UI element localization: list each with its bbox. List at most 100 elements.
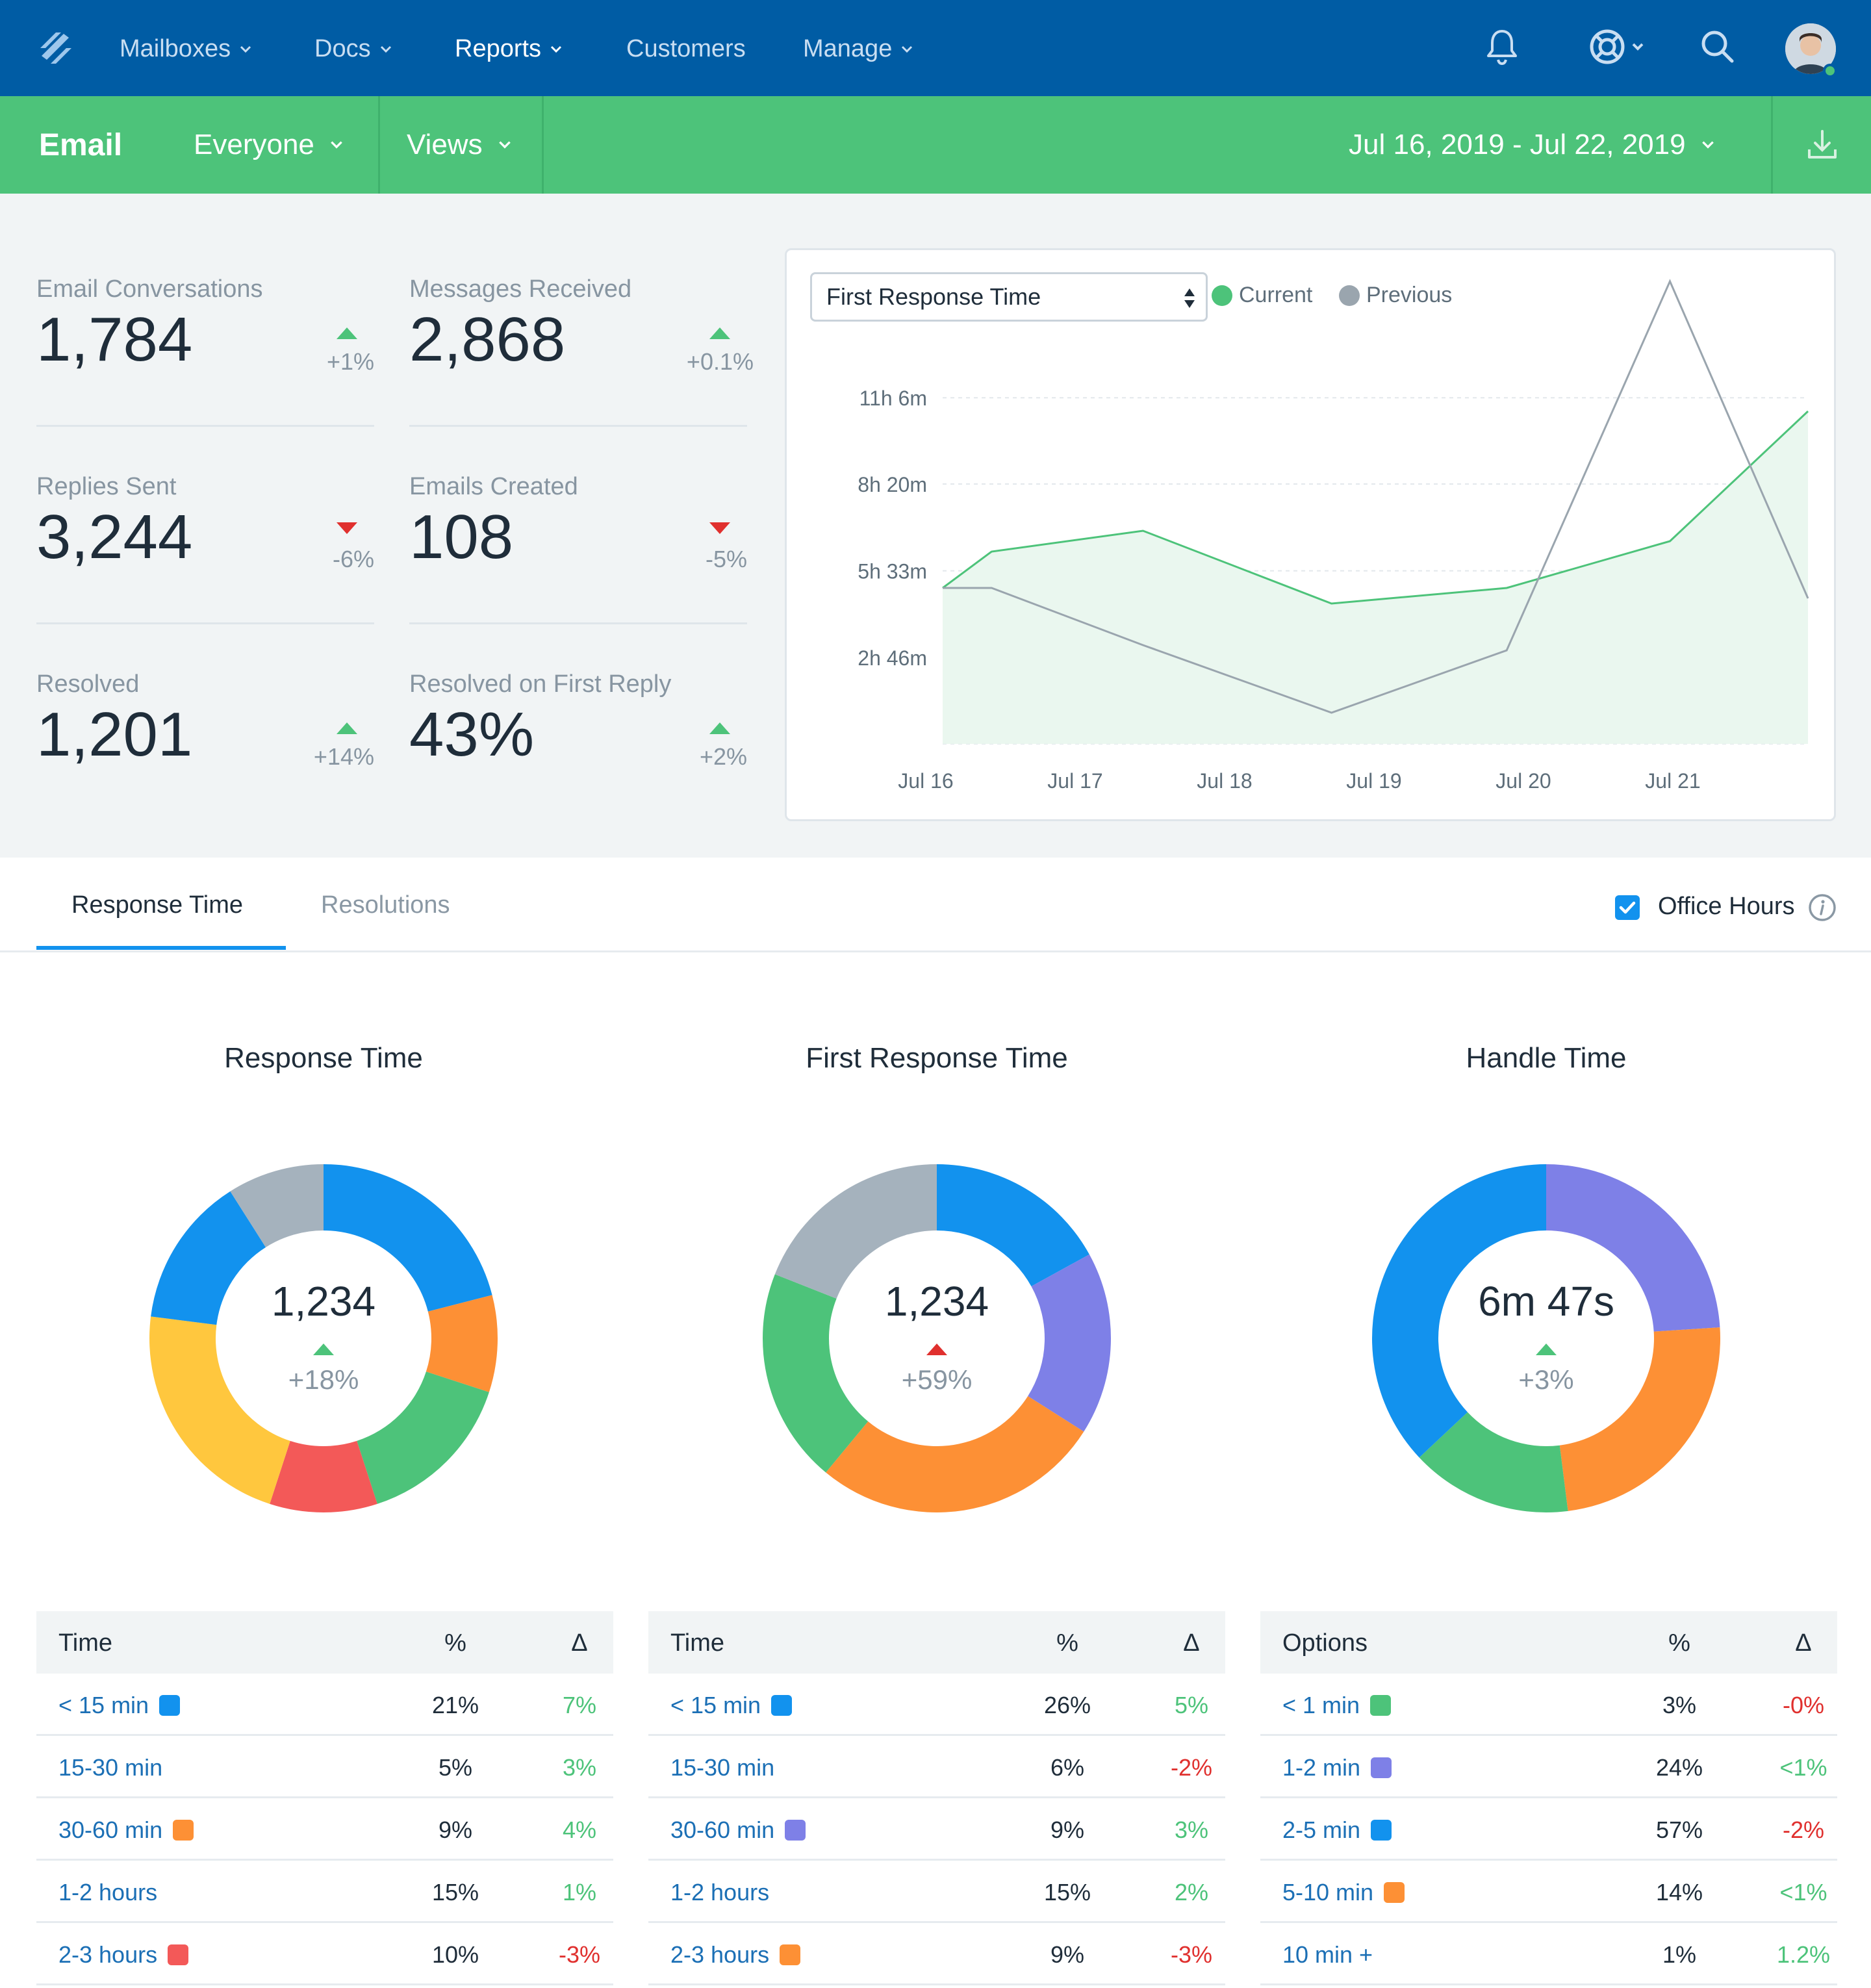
nav-manage[interactable]: Manage: [803, 31, 914, 66]
donut-segment[interactable]: [270, 1440, 377, 1512]
donut-segment[interactable]: [149, 1316, 290, 1504]
row-label-text: < 1 min: [1282, 1692, 1360, 1718]
column-header[interactable]: Time: [58, 1629, 113, 1657]
legend-previous[interactable]: Previous: [1339, 283, 1452, 308]
table-row[interactable]: 2-3 hours 10% -3%: [36, 1923, 613, 1985]
donut-segment[interactable]: [357, 1371, 489, 1504]
column-header[interactable]: Δ: [571, 1629, 588, 1657]
bell-icon[interactable]: [1481, 26, 1523, 68]
column-header[interactable]: %: [1056, 1629, 1078, 1657]
row-delta: -2%: [1782, 1816, 1825, 1843]
column-header[interactable]: Δ: [1795, 1629, 1812, 1657]
row-label-link[interactable]: 1-2 hours: [670, 1879, 769, 1906]
views-dropdown[interactable]: Views: [407, 129, 513, 161]
office-hours-checkbox[interactable]: [1615, 895, 1640, 920]
row-label-link[interactable]: 30-60 min: [670, 1816, 806, 1844]
nav-customers[interactable]: Customers: [626, 31, 746, 66]
row-label-link[interactable]: 15-30 min: [670, 1754, 774, 1781]
row-label-link[interactable]: 1-2 hours: [58, 1879, 157, 1906]
donut-segment[interactable]: [826, 1395, 1084, 1512]
table-row[interactable]: 30-60 min 9% 4%: [36, 1798, 613, 1861]
stat-replies-sent[interactable]: Replies Sent 3,244 -6%: [36, 473, 374, 629]
row-label-link[interactable]: 2-3 hours: [670, 1941, 801, 1969]
row-label-link[interactable]: 5-10 min: [1282, 1879, 1405, 1906]
row-label-link[interactable]: < 15 min: [670, 1692, 793, 1719]
y-tick-label: 5h 33m: [858, 560, 927, 583]
date-range-picker[interactable]: Jul 16, 2019 - Jul 22, 2019: [1349, 129, 1716, 161]
table-row[interactable]: 5-10 min 14% <1%: [1260, 1861, 1837, 1923]
legend-current[interactable]: Current: [1212, 283, 1312, 308]
table-row[interactable]: < 15 min 26% 5%: [648, 1674, 1225, 1736]
table-header: Time% Δ: [648, 1611, 1225, 1674]
metric-select[interactable]: First Response Time: [810, 272, 1208, 322]
office-hours-label[interactable]: Office Hours: [1658, 893, 1795, 920]
table-row[interactable]: 10 min + 1% 1.2%: [1260, 1923, 1837, 1985]
nav-docs[interactable]: Docs: [314, 31, 393, 66]
stat-messages-received[interactable]: Messages Received 2,868 +0.1%: [409, 275, 754, 431]
table-row[interactable]: < 1 min 3% -0%: [1260, 1674, 1837, 1736]
stat-emails-created[interactable]: Emails Created 108 -5%: [409, 473, 747, 629]
table-row[interactable]: 1-2 hours 15% 1%: [36, 1861, 613, 1923]
donut-segment[interactable]: [1372, 1164, 1546, 1458]
legend-swatch: [780, 1944, 801, 1965]
table-row[interactable]: 2-5 min 57% -2%: [1260, 1798, 1837, 1861]
y-tick-label: 2h 46m: [858, 646, 927, 670]
donut-segment[interactable]: [937, 1164, 1089, 1287]
donut-segment[interactable]: [1028, 1254, 1111, 1432]
lifebuoy-icon[interactable]: [1586, 26, 1651, 68]
stat-email-conversations[interactable]: Email Conversations 1,784 +1%: [36, 275, 374, 431]
donut-segment[interactable]: [230, 1164, 324, 1247]
row-label-link[interactable]: 2-5 min: [1282, 1816, 1392, 1844]
table-row[interactable]: < 15 min 21% 7%: [36, 1674, 613, 1736]
table-row[interactable]: 1-2 min 24% <1%: [1260, 1736, 1837, 1798]
row-percent: 9%: [438, 1816, 473, 1843]
donut-chart-handle-time[interactable]: [1371, 1163, 1722, 1514]
table-row[interactable]: 15-30 min 5% 3%: [36, 1736, 613, 1798]
donut-segment[interactable]: [1419, 1412, 1568, 1512]
trend-line-chart[interactable]: 2h 46m 5h 33m 8h 20m 11h 6m Jul 16 Jul 17 Jul …: [787, 250, 1838, 823]
donut-segment[interactable]: [774, 1164, 937, 1299]
donut-segment[interactable]: [763, 1274, 869, 1473]
table-row[interactable]: 2-3 hours 9% -3%: [648, 1923, 1225, 1985]
stat-resolved-first-reply[interactable]: Resolved on First Reply 43% +2%: [409, 670, 747, 826]
row-label-link[interactable]: 15-30 min: [58, 1754, 162, 1781]
donut-segment[interactable]: [151, 1191, 266, 1325]
tab-response-time[interactable]: Response Time: [71, 891, 244, 919]
row-label-link[interactable]: < 15 min: [58, 1692, 181, 1719]
donut-segment[interactable]: [1546, 1164, 1720, 1332]
row-delta: -0%: [1782, 1692, 1825, 1718]
nav-mailboxes-label: Mailboxes: [120, 34, 231, 62]
donut-segment[interactable]: [324, 1164, 492, 1312]
nav-reports[interactable]: Reports: [455, 31, 563, 66]
nav-mailboxes[interactable]: Mailboxes: [120, 31, 253, 66]
helpscout-logo-icon[interactable]: [36, 29, 75, 68]
info-icon[interactable]: [1807, 893, 1837, 923]
series-line-current[interactable]: [942, 410, 1809, 605]
search-icon[interactable]: [1697, 26, 1738, 68]
row-label-link[interactable]: 10 min +: [1282, 1941, 1373, 1969]
donut-segment[interactable]: [426, 1295, 498, 1392]
legend-swatch: [173, 1820, 194, 1841]
row-label-text: 2-3 hours: [58, 1941, 158, 1968]
column-header[interactable]: %: [444, 1629, 466, 1657]
donut-chart-response-time[interactable]: [148, 1163, 499, 1514]
column-header[interactable]: %: [1668, 1629, 1690, 1657]
row-label-text: 5-10 min: [1282, 1879, 1374, 1905]
row-label-link[interactable]: < 1 min: [1282, 1692, 1392, 1719]
series-line-previous[interactable]: [943, 279, 1809, 714]
tab-resolutions[interactable]: Resolutions: [321, 891, 450, 919]
row-label-link[interactable]: 2-3 hours: [58, 1941, 189, 1969]
table-row[interactable]: 15-30 min 6% -2%: [648, 1736, 1225, 1798]
donut-segment[interactable]: [1559, 1327, 1720, 1511]
row-label-link[interactable]: 30-60 min: [58, 1816, 194, 1844]
everyone-dropdown[interactable]: Everyone: [194, 129, 344, 161]
table-row[interactable]: 30-60 min 9% 3%: [648, 1798, 1225, 1861]
column-header[interactable]: Options: [1282, 1629, 1368, 1657]
column-header[interactable]: Δ: [1183, 1629, 1200, 1657]
download-icon[interactable]: [1803, 126, 1841, 164]
table-row[interactable]: 1-2 hours 15% 2%: [648, 1861, 1225, 1923]
row-label-link[interactable]: 1-2 min: [1282, 1754, 1392, 1781]
stat-resolved[interactable]: Resolved 1,201 +14%: [36, 670, 374, 826]
donut-chart-first-response-time[interactable]: [761, 1163, 1112, 1514]
column-header[interactable]: Time: [670, 1629, 725, 1657]
